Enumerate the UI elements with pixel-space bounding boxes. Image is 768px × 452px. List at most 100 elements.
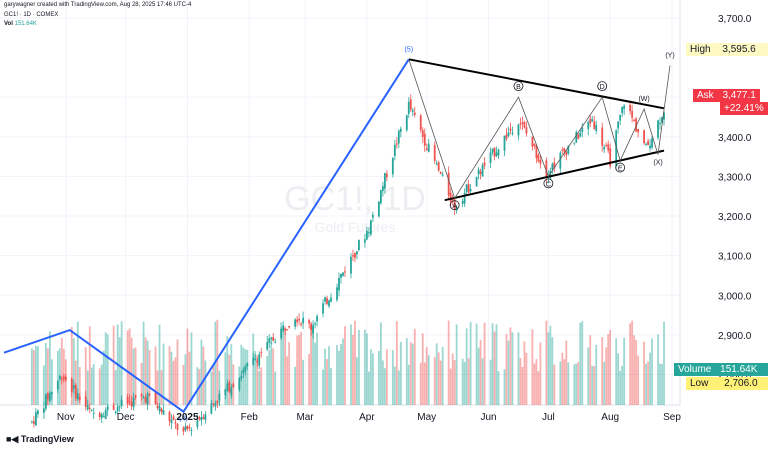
candle-body — [535, 145, 538, 159]
wave-labels: (5) (4) A B C D E (W) (X) (Y) — [179, 46, 674, 422]
volume-bar — [228, 354, 231, 405]
volume-bar — [64, 359, 67, 405]
candle-body — [631, 110, 634, 118]
volume-bar — [399, 341, 402, 405]
candle-body — [439, 172, 442, 174]
volume-bar — [461, 358, 464, 405]
volume-bar — [439, 360, 442, 405]
candle-body — [86, 405, 89, 410]
wave-label: E — [618, 166, 623, 173]
candle-body — [435, 163, 438, 165]
candle-body — [539, 160, 542, 164]
volume-bar — [160, 370, 163, 405]
volume-bar — [182, 364, 185, 405]
candle-body — [455, 207, 458, 211]
volume-bar — [280, 322, 283, 405]
candle-body — [449, 192, 452, 202]
volume-bar — [657, 334, 659, 405]
candle-body — [170, 419, 173, 424]
volume-bar — [288, 342, 291, 405]
candle-body — [441, 174, 444, 176]
candle-body — [230, 387, 233, 396]
candle-body — [479, 171, 482, 174]
candle-body — [405, 115, 408, 131]
volume-bar — [369, 349, 372, 405]
wave-label-circle — [513, 81, 524, 92]
volume-bar — [204, 360, 207, 405]
candle-body — [270, 337, 273, 340]
x-tick-label: Apr — [359, 412, 375, 423]
volume-bar — [419, 362, 422, 405]
triangle-upper-line — [408, 58, 665, 110]
volume-bar — [268, 350, 271, 405]
volume-bar — [270, 341, 273, 405]
candle-body — [224, 389, 227, 396]
candle-body — [286, 329, 289, 331]
candle-body — [391, 158, 394, 175]
candle-body — [98, 413, 101, 417]
wave-label: (W) — [638, 96, 649, 103]
volume-bar — [246, 349, 249, 405]
candle-body — [162, 410, 165, 415]
volume-bar — [78, 367, 81, 405]
volume-bar — [104, 332, 107, 405]
volume-bar — [621, 365, 624, 405]
volume-bar — [547, 332, 550, 405]
candle-body — [397, 130, 400, 144]
volume-bar — [210, 371, 213, 405]
candle-body — [326, 298, 328, 304]
volume-bar — [92, 364, 95, 405]
candle-body — [314, 323, 316, 325]
tradingview-logo[interactable]: ■◀ TradingView — [6, 434, 74, 445]
volume-bar — [637, 355, 640, 405]
volume-bar — [244, 349, 247, 405]
volume-bar — [324, 348, 326, 405]
time-axis[interactable]: Nov Dec 2025 Feb Mar Apr May Jun Jul Aug Sep — [57, 412, 681, 423]
volume-bar — [272, 348, 275, 405]
candle-body — [419, 115, 422, 130]
volume-bar — [463, 361, 466, 405]
candle-body — [232, 384, 235, 388]
abcde-wave-path — [408, 59, 621, 200]
volume-bar — [437, 352, 440, 405]
candle-body — [212, 403, 215, 405]
volume-bar — [340, 343, 342, 405]
volume-bar — [158, 324, 161, 405]
y-tick-label: 3,700.0 — [718, 14, 752, 25]
volume-bar — [350, 324, 352, 405]
wave-lines — [3, 58, 671, 414]
candle-body — [553, 162, 556, 168]
volume-bar — [56, 350, 59, 405]
candle-body — [545, 160, 548, 178]
volume-bar — [605, 347, 608, 405]
volume-bar — [202, 346, 205, 405]
candle-body — [64, 376, 67, 381]
wave-label: D — [600, 84, 605, 91]
wave-label: (5) — [405, 46, 414, 53]
volume-bar — [316, 332, 318, 405]
candle-body — [338, 277, 340, 291]
candle-body — [507, 132, 510, 136]
volume-bar — [102, 350, 105, 405]
candle-body — [196, 420, 199, 427]
volume-bar — [88, 326, 91, 405]
y-tick-label: 3,100.0 — [718, 252, 752, 263]
candle-body — [266, 341, 269, 350]
volume-bar — [565, 340, 568, 405]
candle-body — [409, 99, 412, 110]
volume-bar — [659, 363, 661, 405]
high-tag: High 3,595.6 — [686, 43, 768, 56]
volume-bar — [284, 326, 287, 405]
volume-bar — [537, 371, 540, 405]
candle-body — [78, 396, 81, 400]
candle-body — [617, 121, 620, 129]
candle-body — [517, 124, 520, 136]
candle-body — [294, 319, 297, 327]
volume-bar — [425, 347, 428, 405]
volume-bar — [266, 355, 269, 405]
volume-bar — [336, 345, 338, 405]
candle-body — [523, 122, 526, 128]
candle-body — [216, 400, 219, 403]
